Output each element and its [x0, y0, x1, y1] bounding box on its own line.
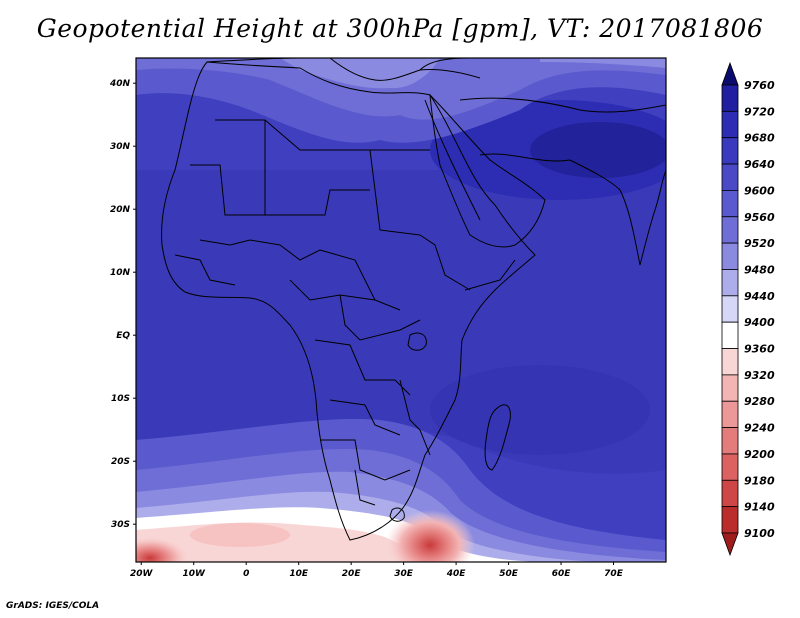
colorbar-label: 9200 [744, 448, 775, 461]
lon-label: 60E [552, 569, 572, 579]
colorbar-label: 9400 [744, 316, 775, 329]
lon-label: 70E [604, 569, 624, 579]
lat-label: 20S [111, 457, 130, 467]
lon-label: 10E [289, 569, 309, 579]
colorbar-label: 9280 [744, 395, 775, 408]
colorbar-swatch [721, 427, 739, 455]
lon-label: 20W [130, 569, 154, 579]
map-title: Geopotential Height at 300hPa [gpm], VT:… [36, 14, 764, 43]
colorbar: 9760 9720 9680 9640 9600 9560 9520 9480 9440 9400… [721, 61, 775, 557]
colorbar-label: 9760 [744, 79, 775, 92]
colorbar-swatch [721, 84, 739, 112]
colorbar-swatch [721, 321, 739, 349]
lon-label: 10W [182, 569, 206, 579]
colorbar-bottom-arrow [721, 532, 739, 557]
colorbar-label: 9720 [744, 105, 775, 118]
lon-label: 30E [394, 569, 414, 579]
longitude-labels: 20W 10W 0 10E 20E 30E 40E 50E 60E 70E [130, 562, 624, 579]
colorbar-swatch [721, 400, 739, 428]
map-frame [135, 57, 667, 563]
colorbar-label: 9480 [744, 263, 775, 276]
colorbar-label: 9560 [744, 211, 775, 224]
colorbar-label: 9320 [744, 369, 775, 382]
colorbar-label: 9100 [744, 527, 775, 540]
colorbar-label: 9360 [744, 343, 775, 356]
colorbar-label: 9180 [744, 474, 775, 487]
colorbar-label: 9640 [744, 158, 775, 171]
colorbar-swatch [721, 137, 739, 165]
colorbar-swatch [721, 374, 739, 402]
colorbar-swatch [721, 269, 739, 297]
colorbar-swatch [721, 348, 739, 376]
lat-label: 10S [111, 394, 130, 404]
colorbar-swatch [721, 242, 739, 270]
latitude-labels: 40N 30N 20N 10N EQ 10S 20S 30S [109, 79, 136, 530]
lat-label: 20N [110, 205, 131, 215]
colorbar-label: 9520 [744, 237, 775, 250]
colorbar-label: 9240 [744, 422, 775, 435]
colorbar-swatch [721, 163, 739, 191]
lon-label: 40E [446, 569, 467, 579]
footer-credit: GrADS: IGES/COLA [6, 601, 100, 611]
lat-label: 10N [110, 268, 131, 278]
lat-label: EQ [116, 331, 130, 341]
colorbar-label: 9140 [744, 501, 775, 514]
colorbar-swatch [721, 216, 739, 244]
colorbar-swatch [721, 190, 739, 218]
colorbar-swatch [721, 453, 739, 481]
colorbar-label: 9600 [744, 184, 775, 197]
lon-label: 20E [342, 569, 362, 579]
lat-label: 40N [109, 79, 131, 89]
colorbar-top-arrow [721, 61, 739, 86]
lat-label: 30N [110, 142, 131, 152]
colorbar-swatch [721, 479, 739, 508]
coastlines [161, 58, 666, 541]
colorbar-swatch [721, 295, 739, 323]
colorbar-swatch [721, 506, 739, 534]
contour-field [136, 58, 666, 562]
colorbar-swatch [721, 110, 739, 139]
colorbar-label: 9440 [744, 290, 775, 303]
lon-label: 0 [243, 569, 249, 579]
lat-label: 30S [111, 520, 130, 530]
lon-label: 50E [499, 569, 519, 579]
colorbar-label: 9680 [744, 132, 775, 145]
